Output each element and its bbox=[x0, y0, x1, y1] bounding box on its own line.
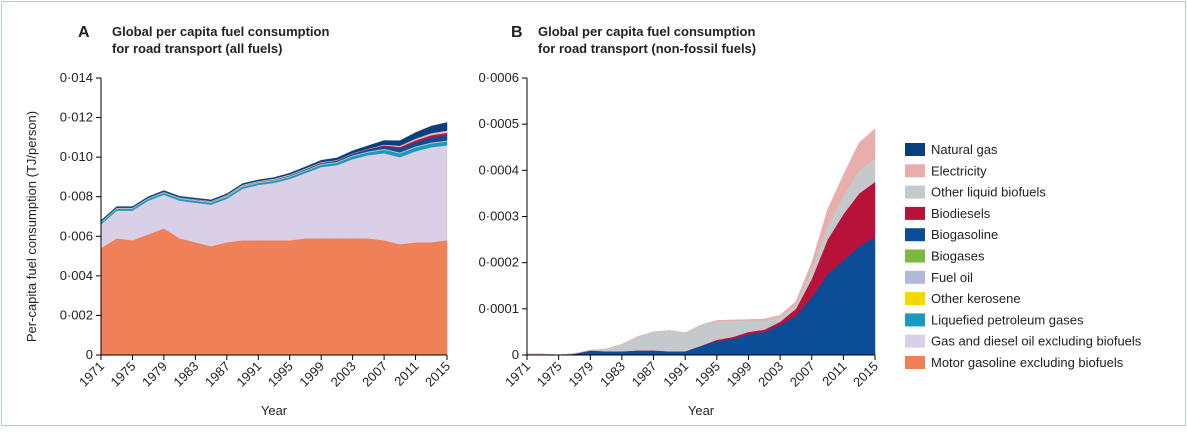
chart-title: Global per capita fuel consumption bbox=[112, 24, 329, 39]
legend-swatch bbox=[905, 249, 925, 263]
y-tick-label: 0·0006 bbox=[479, 70, 519, 85]
y-tick-label: 0·0002 bbox=[479, 255, 519, 270]
y-tick-label: 0·002 bbox=[60, 307, 93, 322]
legend-swatch bbox=[905, 164, 925, 178]
legend-label: Liquefied petroleum gases bbox=[931, 312, 1084, 327]
legend-swatch bbox=[905, 143, 925, 156]
legend-label: Biogasoline bbox=[931, 227, 998, 242]
legend-label: Other liquid biofuels bbox=[931, 185, 1046, 200]
y-tick-label: 0·008 bbox=[60, 189, 93, 204]
y-tick-label: 0·0001 bbox=[479, 301, 519, 316]
legend-label: Natural gas bbox=[931, 142, 998, 157]
y-tick-label: 0·006 bbox=[60, 228, 93, 243]
y-tick-label: 0·012 bbox=[60, 110, 93, 125]
legend-swatch bbox=[905, 206, 925, 220]
legend-swatch bbox=[905, 292, 925, 306]
x-axis-label: Year bbox=[261, 403, 288, 418]
y-tick-label: 0·0005 bbox=[479, 116, 519, 131]
legend-swatch bbox=[905, 270, 925, 284]
y-tick-label: 0 bbox=[512, 347, 519, 362]
legend-label: Gas and diesel oil excluding biofuels bbox=[931, 334, 1142, 349]
legend-swatch bbox=[905, 334, 925, 348]
legend-label: Electricity bbox=[931, 163, 987, 178]
legend-swatch bbox=[905, 228, 925, 242]
y-tick-label: 0 bbox=[86, 347, 93, 362]
area bbox=[100, 228, 448, 356]
chart-title: for road transport (non-fossil fuels) bbox=[538, 41, 756, 56]
legend-label: Motor gasoline excluding biofuels bbox=[931, 355, 1124, 370]
legend-swatch bbox=[905, 313, 925, 327]
panel-letter: B bbox=[511, 24, 523, 41]
chart-title: for road transport (all fuels) bbox=[112, 41, 282, 56]
y-tick-label: 0·014 bbox=[60, 70, 93, 85]
panel-letter: A bbox=[78, 24, 90, 41]
legend-label: Biodiesels bbox=[931, 206, 991, 221]
y-tick-label: 0·0004 bbox=[479, 162, 519, 177]
legend-swatch bbox=[905, 185, 925, 199]
legend-swatch bbox=[905, 356, 925, 369]
legend-label: Other kerosene bbox=[931, 291, 1021, 306]
legend-label: Fuel oil bbox=[931, 270, 973, 285]
chart-title: Global per capita fuel consumption bbox=[538, 24, 755, 39]
y-tick-label: 0·004 bbox=[60, 268, 93, 283]
y-tick-label: 0·0003 bbox=[479, 209, 519, 224]
y-axis-label: Per-capita fuel consumption (TJ/person) bbox=[24, 111, 39, 342]
x-axis-label: Year bbox=[688, 403, 715, 418]
legend-label: Biogases bbox=[931, 249, 985, 264]
area bbox=[527, 128, 876, 356]
area bbox=[100, 122, 448, 222]
y-tick-label: 0·010 bbox=[60, 149, 93, 164]
